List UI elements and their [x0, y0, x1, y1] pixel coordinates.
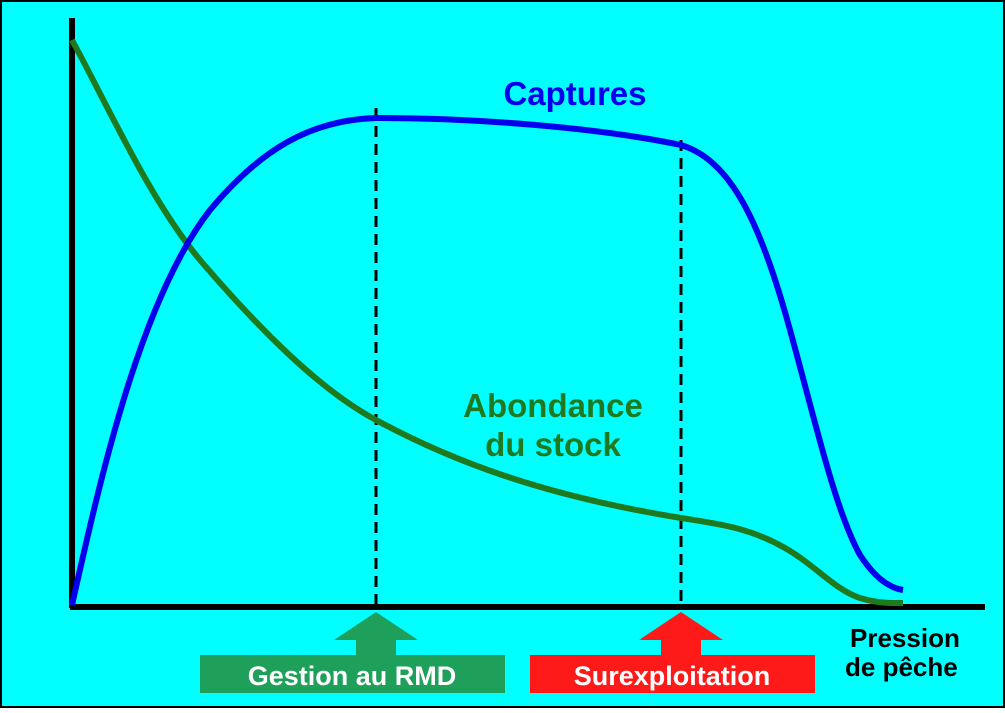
- x-axis-label: de pêche: [845, 652, 958, 682]
- overexploit-arrow: [639, 612, 723, 656]
- catch-label: Captures: [503, 75, 646, 112]
- stock-curve: [69, 38, 904, 607]
- catch-curve: [69, 114, 904, 606]
- stock-label: du stock: [485, 426, 621, 463]
- stock-label: Abondance: [463, 387, 643, 424]
- rmd-box: [200, 655, 505, 693]
- overexploit-box: [530, 655, 815, 693]
- rmd-arrow: [334, 612, 418, 656]
- overexploit-label: Surexploitation: [574, 661, 771, 691]
- x-axis-label: Pression: [850, 623, 960, 653]
- rmd-label: Gestion au RMD: [248, 661, 457, 691]
